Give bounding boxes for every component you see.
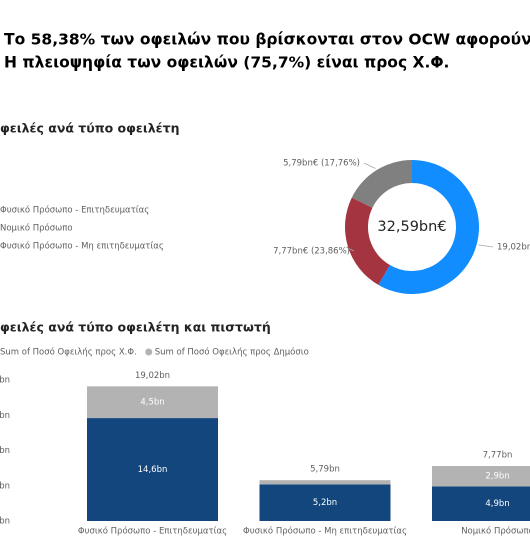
legend-label: Sum of Ποσό Οφειλής προς Χ.Φ. [0, 347, 137, 358]
chart-title: φειλές ανά τύπο οφειλέτη [0, 121, 179, 136]
data-label: 5,2bn [313, 498, 337, 508]
total-label: 7,77bn [483, 451, 513, 461]
data-label: 4,9bn [485, 499, 509, 509]
data-label: 4,5bn [140, 398, 164, 408]
data-label: 5,79bn€ (17,76%) [283, 159, 360, 169]
bar-segment [259, 480, 391, 485]
legend-label: Φυσικό Πρόσωπο - Μη επιτηδευματίας [0, 241, 164, 252]
data-label: 19,02bn€ [497, 243, 530, 253]
center-label: 32,59bn€ [377, 219, 446, 235]
leader-line [478, 244, 494, 248]
bar-segment [432, 486, 530, 521]
bar-segment [87, 418, 218, 521]
legend-label: Φυσικό Πρόσωπο - Επιτηδευματίας [0, 205, 149, 216]
bar-segment [432, 466, 530, 487]
donut-slice [345, 197, 390, 285]
total-label: 19,02bn [135, 371, 170, 381]
y-tick-label: 15bn [0, 411, 10, 421]
bar-segment [87, 386, 218, 419]
leader-line [345, 246, 355, 252]
y-tick-label: 20bn [0, 376, 10, 386]
y-tick-label: 5bn [0, 481, 10, 491]
donut-slice [351, 160, 412, 208]
legend-label: Νομικό Πρόσωπο [0, 223, 73, 234]
x-tick-label: Φυσικό Πρόσωπο - Μη επιτηδευματίας [243, 526, 407, 537]
x-tick-label: Νομικό Πρόσωπο [461, 526, 530, 537]
x-tick-label: Φυσικό Πρόσωπο - Επιτηδευματίας [78, 526, 227, 537]
bar-segment [259, 484, 391, 521]
total-label: 5,79bn [310, 465, 340, 475]
data-label: 2,9bn [485, 472, 509, 482]
data-label: 7,77bn€ (23,86%) [273, 247, 350, 257]
data-label: 14,6bn [138, 465, 168, 475]
legend-label: Sum of Ποσό Οφειλής προς Δημόσιο [155, 347, 309, 358]
y-tick-label: 10bn [0, 446, 10, 456]
chart-title: φειλές ανά τύπο οφειλέτη και πιστωτή [0, 320, 271, 335]
donut-slice [378, 160, 479, 294]
legend-marker [145, 348, 153, 356]
header-line: Η πλειοψηφία των οφειλών (75,7%) είναι π… [4, 54, 449, 72]
y-tick-label: 0bn [0, 517, 10, 527]
header-line: Το 58,38% των οφειλών που βρίσκονται στο… [4, 31, 530, 49]
leader-line [363, 162, 376, 169]
